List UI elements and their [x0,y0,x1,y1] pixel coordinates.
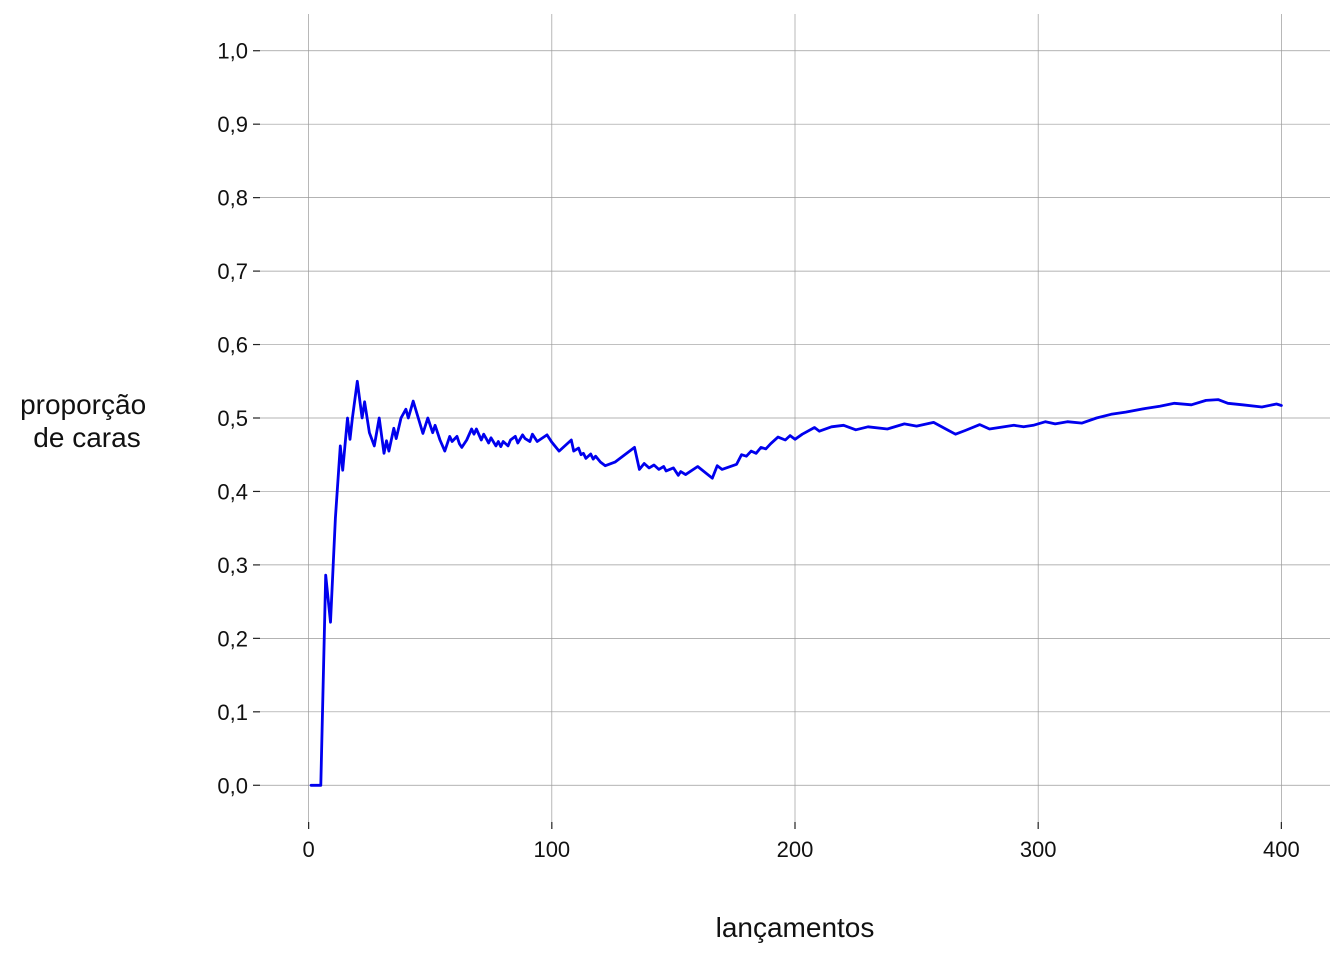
y-axis-label-line-2: de caras [33,422,140,453]
x-axis-label: lançamentos [716,912,875,943]
y-tick-label: 0,2 [217,626,248,651]
y-tick-label: 0,9 [217,112,248,137]
y-tick-label: 0,7 [217,259,248,284]
y-tick-label: 0,0 [217,773,248,798]
y-tick-label: 0,3 [217,553,248,578]
y-tick-label: 0,6 [217,333,248,358]
x-tick-label: 0 [303,837,315,862]
y-tick-label: 1,0 [217,39,248,64]
y-tick-label: 0,5 [217,406,248,431]
y-tick-label: 0,8 [217,186,248,211]
x-tick-label: 400 [1263,837,1300,862]
y-axis-label-line-1: proporção [20,389,146,420]
y-tick-label: 0,4 [217,479,248,504]
y-tick-labels: 0,0 0,1 0,2 0,3 0,4 0,5 0,6 0,7 0,8 0,9 1,0 [217,39,248,799]
axis-ticks [253,50,1282,829]
y-tick-label: 0,1 [217,700,248,725]
x-tick-label: 200 [777,837,814,862]
proportion-series-line [309,379,1283,787]
y-gridlines [260,50,1330,786]
x-tick-labels: 0 100 200 300 400 [303,837,1300,862]
x-tick-label: 300 [1020,837,1057,862]
x-tick-label: 100 [533,837,570,862]
y-axis-label: proporção de caras [20,389,154,453]
